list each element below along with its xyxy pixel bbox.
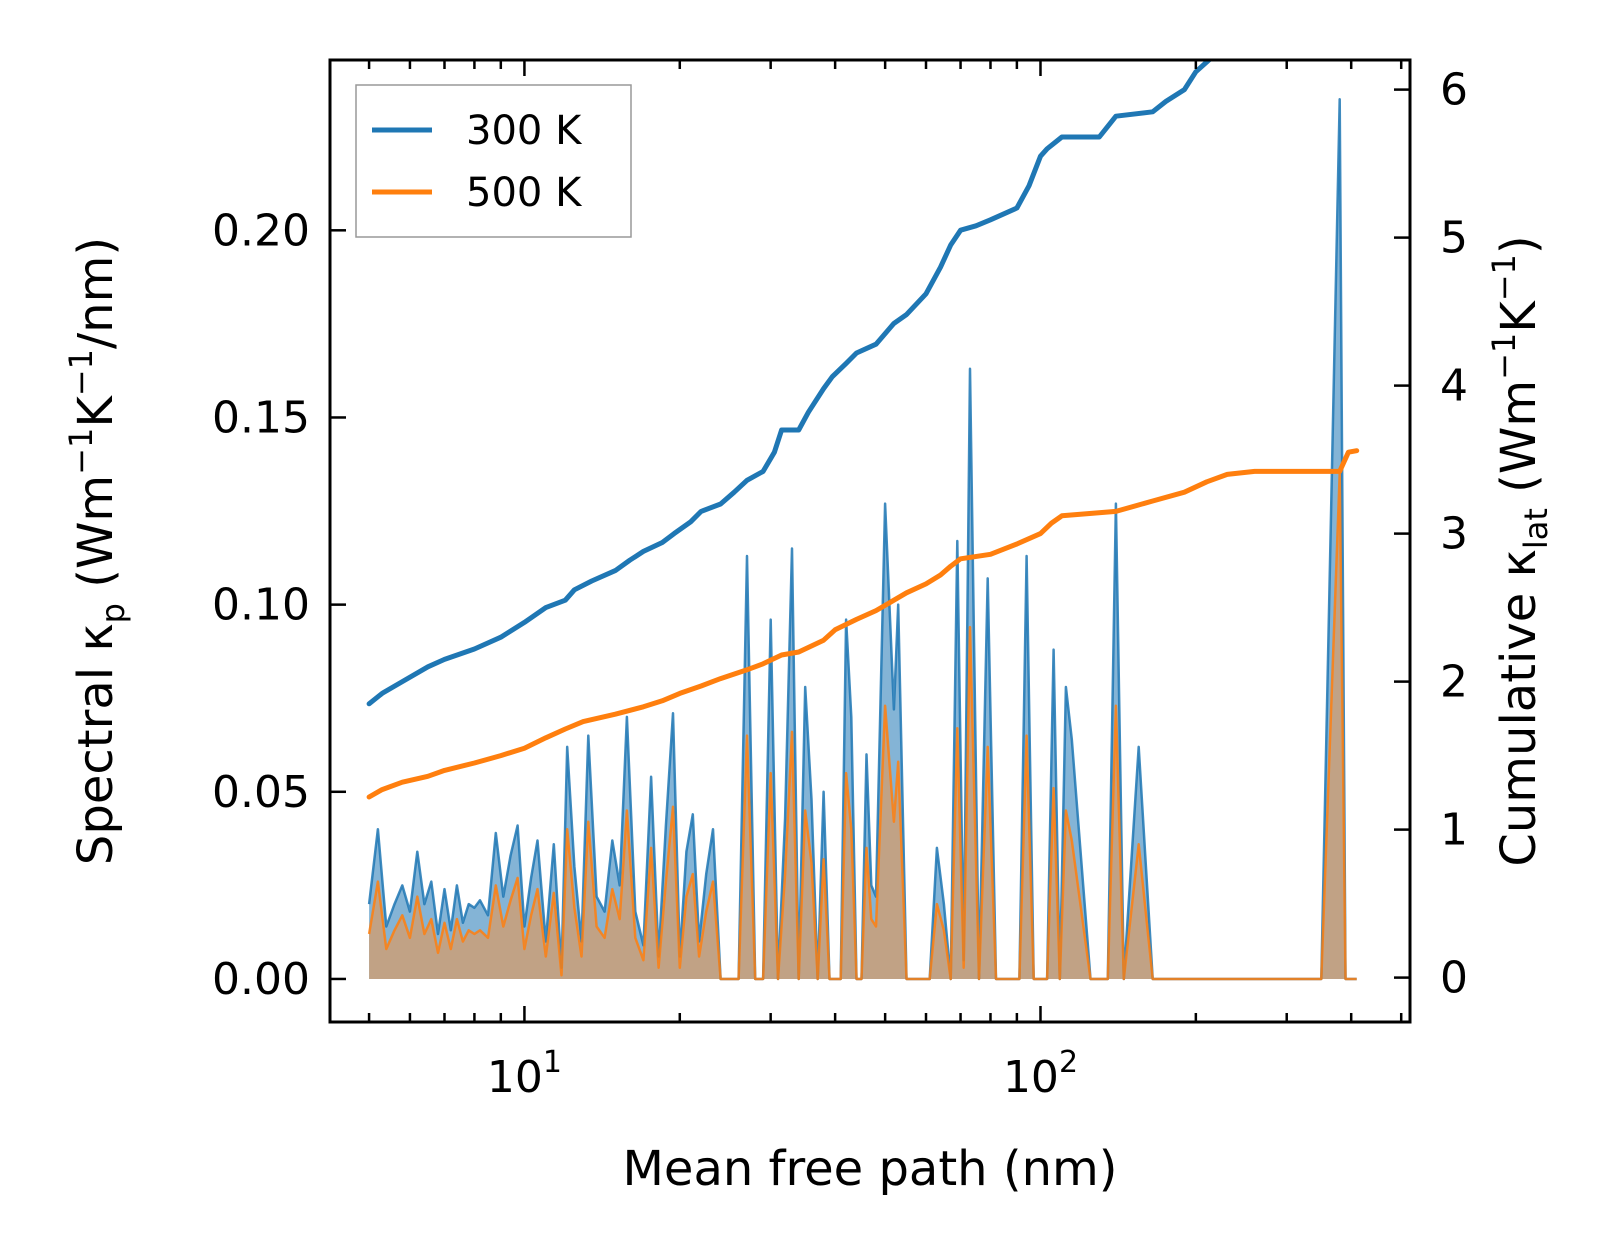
- plot-frame: [328, 58, 1412, 1024]
- x-tick-base: 10: [1003, 1052, 1059, 1103]
- y-right-tick-label: 1: [1440, 805, 1468, 856]
- x-tick-label: 101: [487, 1045, 562, 1103]
- y-left-tick-label: 0.05: [212, 767, 310, 818]
- y-left-tick-label: 0.10: [212, 580, 310, 631]
- y-left-tick-label: 0.20: [212, 205, 310, 256]
- y-right-axis-label: Cumulative κlat (Wm−1K−1): [1485, 235, 1555, 866]
- legend-label: 300 K: [466, 108, 583, 154]
- y-left-axis-label: Spectral κp (Wm−1K−1/nm): [62, 237, 132, 865]
- legend-label: 500 K: [466, 170, 583, 216]
- y-right-tick-label: 3: [1440, 509, 1468, 560]
- y-right-tick-label: 6: [1440, 65, 1468, 116]
- spectral-line-300k: [367, 98, 1357, 981]
- legend: 300 K 500 K: [355, 84, 632, 238]
- cumulative-lines: [366, 60, 1360, 800]
- y-right-tick-label: 5: [1440, 213, 1468, 264]
- x-axis-label: Mean free path (nm): [623, 1141, 1118, 1197]
- x-tick-label: 102: [1003, 1045, 1078, 1103]
- x-tick-exponent: 1: [543, 1045, 562, 1080]
- cumulative-line-500k: [366, 448, 1360, 800]
- spectral-line-500k: [367, 472, 1357, 981]
- spectral-lines: [367, 98, 1357, 981]
- y-right-tick-label: 4: [1440, 361, 1468, 412]
- cumulative-line-300k: [366, 60, 1213, 707]
- x-tick-exponent: 2: [1059, 1045, 1078, 1080]
- x-tick-base: 10: [487, 1052, 543, 1103]
- y-left-tick-label: 0.00: [212, 954, 310, 1005]
- y-right-tick-label: 0: [1440, 953, 1468, 1004]
- y-left-tick-label: 0.15: [212, 392, 310, 443]
- y-right-tick-label: 2: [1440, 657, 1468, 708]
- legend-box: [355, 84, 632, 238]
